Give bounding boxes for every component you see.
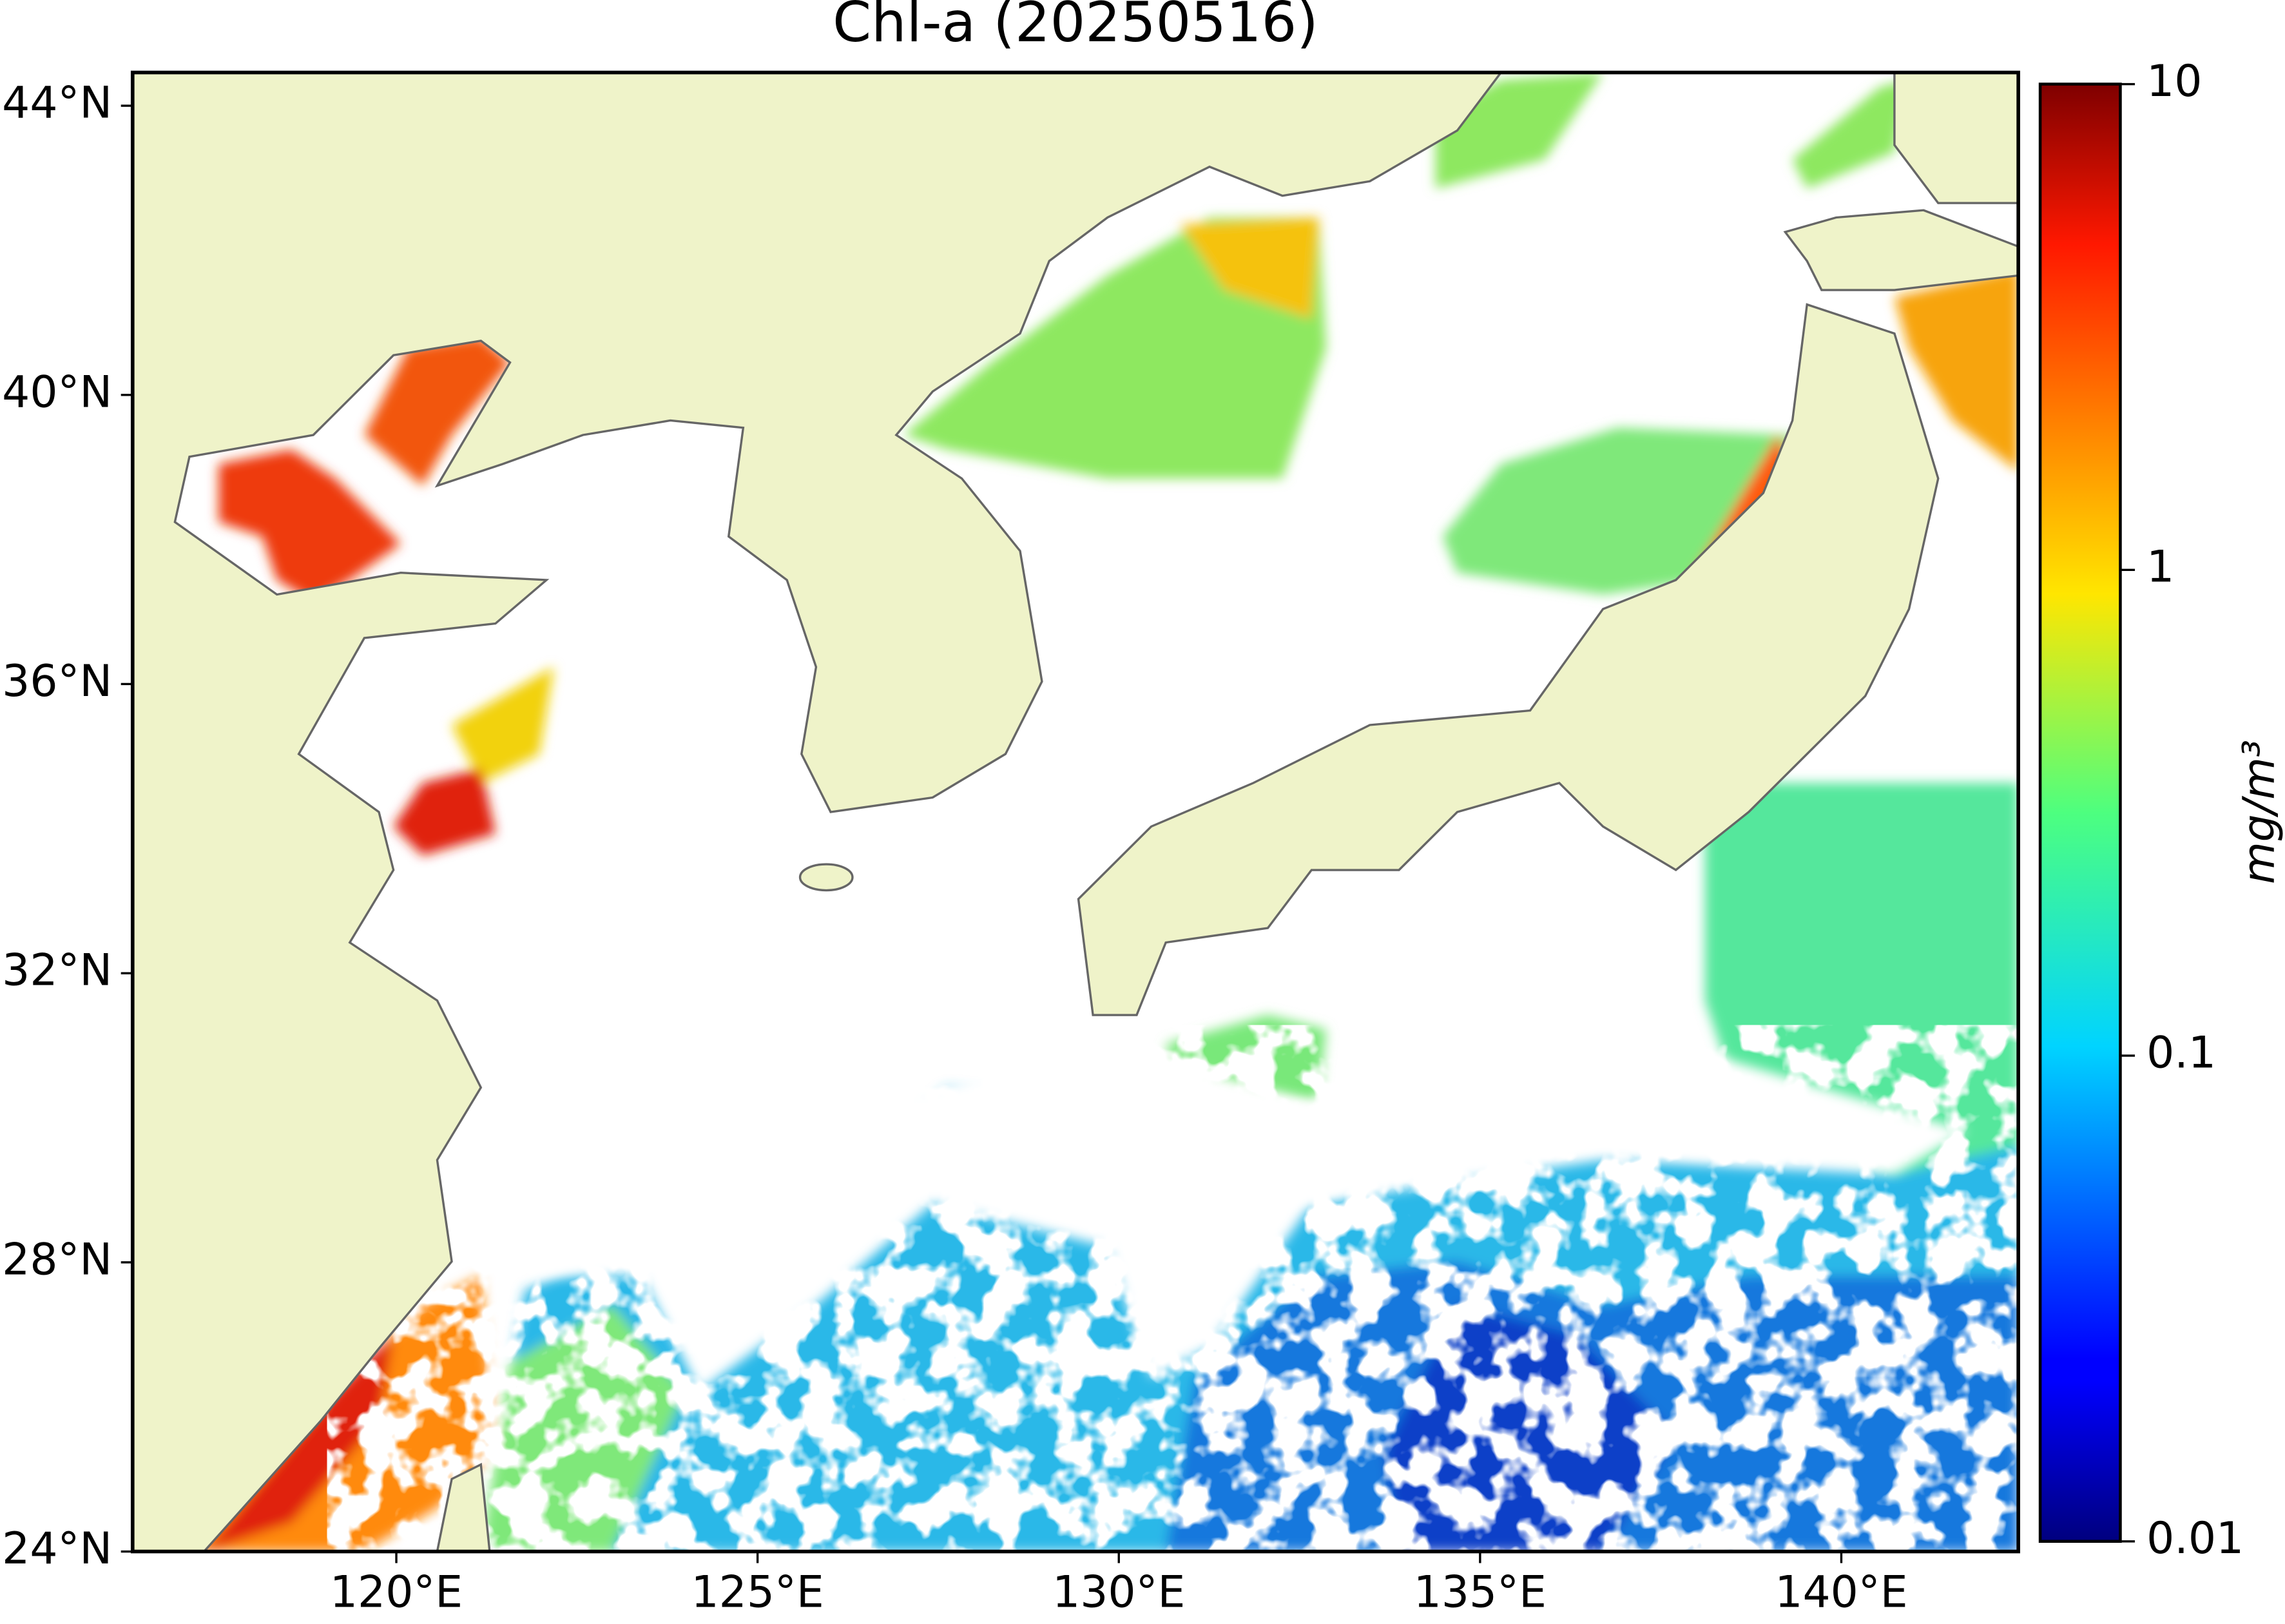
y-tick-label: 36°N xyxy=(2,655,112,706)
map-title: Chl-a (20250516) xyxy=(833,0,1318,55)
y-tick-label: 32°N xyxy=(2,945,112,996)
colorbar-tick-label: 10 xyxy=(2146,55,2202,106)
x-tick-label: 130°E xyxy=(1052,1567,1185,1618)
land-mainland xyxy=(132,72,1503,1552)
y-tick-label: 40°N xyxy=(2,366,112,417)
x-tick-label: 135°E xyxy=(1414,1567,1547,1618)
y-tick-label: 44°N xyxy=(2,77,112,128)
y-tick-label: 24°N xyxy=(2,1523,112,1574)
colorbar-tick-label: 1 xyxy=(2146,541,2174,592)
map-area xyxy=(132,72,2019,1552)
x-tick-label: 125°E xyxy=(691,1567,824,1618)
map-frame xyxy=(130,70,2020,1554)
x-tick-label: 140°E xyxy=(1775,1567,1907,1618)
land-jeju xyxy=(798,863,854,892)
land-sakhalin xyxy=(1893,72,2019,204)
land-taiwan xyxy=(436,1462,491,1552)
cloud-gap xyxy=(525,1015,1967,1392)
colorbar-tick-label: 0.1 xyxy=(2146,1027,2216,1078)
colorbar-tick-label: 0.01 xyxy=(2146,1513,2244,1563)
y-tick-label: 28°N xyxy=(2,1233,112,1284)
colorbar-label: mg/m³ xyxy=(2233,740,2284,884)
colorbar xyxy=(2038,82,2122,1543)
land-hokkaido xyxy=(1783,209,2019,291)
land-japan xyxy=(1077,303,1940,1016)
x-tick-label: 120°E xyxy=(330,1567,463,1618)
